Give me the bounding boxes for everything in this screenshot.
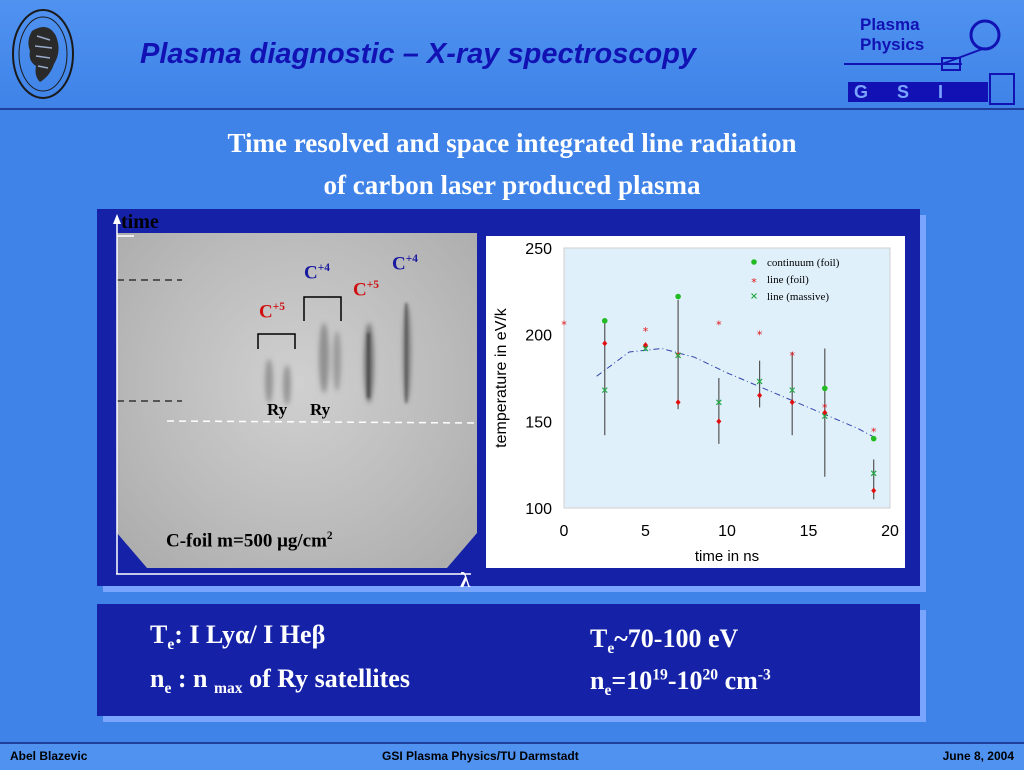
logo-line2: Physics <box>860 35 924 54</box>
data-point-series-2 <box>821 413 828 420</box>
subtitle-line2: of carbon laser produced plasma <box>323 170 701 200</box>
data-point-series-1 <box>789 399 795 406</box>
data-point-series-2 <box>715 399 722 406</box>
label-c5-right: C+5 <box>353 279 379 301</box>
x-tick-label: 10 <box>718 523 736 540</box>
temperature-chart: 250 200 150 100 0 5 10 15 20 time in ns temperatur… <box>493 241 899 565</box>
footer-date: June 8, 2004 <box>942 749 1014 763</box>
data-point-series-1 <box>602 340 608 347</box>
data-point-series-2 <box>601 387 608 394</box>
university-seal-icon <box>12 9 74 99</box>
page-title: Plasma diagnostic – X-ray spectroscopy <box>140 38 697 70</box>
line-foil-star-point: * <box>643 325 649 338</box>
spectrum-image <box>117 233 477 568</box>
footer-author: Abel Blazevic <box>10 749 88 763</box>
data-point-series-2 <box>756 378 763 385</box>
legend-marker <box>751 293 757 299</box>
data-point-series-1 <box>822 409 828 416</box>
data-point-series-1 <box>871 487 877 494</box>
y-tick-label: 200 <box>525 328 552 345</box>
temperature-chart-container: 250 200 150 100 0 5 10 15 20 time in ns temperatur… <box>486 236 905 568</box>
fit-line <box>596 348 874 438</box>
legend-marker <box>751 259 757 265</box>
data-point-series-1 <box>716 418 722 425</box>
y-tick-label: 100 <box>525 501 552 518</box>
x-tick-label: 15 <box>800 523 818 540</box>
label-c5-left: C+5 <box>259 301 285 323</box>
data-point-series-2 <box>642 345 649 352</box>
spectrum-caption: C-foil m=500 μg/cm2 <box>166 530 333 552</box>
footer-institution: GSI Plasma Physics/TU Darmstadt <box>382 749 579 763</box>
footer: Abel Blazevic GSI Plasma Physics/TU Darm… <box>0 742 1024 770</box>
label-c4-left: C+4 <box>304 262 330 284</box>
data-point-series-0 <box>870 435 877 442</box>
label-c4-right: C+4 <box>392 253 418 275</box>
logo-gsi: G S I <box>854 82 955 102</box>
y-tick-label: 250 <box>525 241 552 258</box>
time-axis-arrow <box>113 214 134 574</box>
plot-area <box>563 247 891 509</box>
legend-entry: line (foil) <box>767 274 809 286</box>
logo-line1: Plasma <box>860 15 920 34</box>
y-axis-label: temperature in eV/k <box>493 307 510 448</box>
te-method: Te: I Lyα/ I Heβ <box>150 620 326 654</box>
results-panel <box>97 604 920 716</box>
y-tick-label: 150 <box>525 414 552 431</box>
time-axis-label: time <box>121 211 159 233</box>
data-point-series-1 <box>757 392 763 399</box>
legend-entry: continuum (foil) <box>767 257 840 269</box>
gsi-plasma-physics-logo: Plasma Physics G S I <box>844 15 1015 105</box>
te-value: Te~70-100 eV <box>590 624 739 658</box>
data-point-series-0 <box>822 385 828 392</box>
line-foil-star-point: * <box>757 329 763 342</box>
lambda-axis-line <box>116 573 471 575</box>
line-foil-star-point: * <box>822 401 828 414</box>
header-divider <box>0 108 1024 110</box>
ne-value: ne=1019-1020 cm-3 <box>590 666 771 700</box>
data-point-series-0 <box>601 318 608 324</box>
label-ry-1: Ry <box>267 400 288 419</box>
ne-method: ne : n max of Ry satellites <box>150 664 410 698</box>
data-point-series-1 <box>675 399 681 406</box>
line-foil-star-point: * <box>561 318 567 331</box>
lambda-axis-label: λ <box>460 568 471 592</box>
subtitle-line1: Time resolved and space integrated line … <box>227 128 797 158</box>
line-foil-star-point: * <box>871 426 877 439</box>
x-axis-label: time in ns <box>695 548 759 565</box>
data-point-series-2 <box>789 387 796 394</box>
line-foil-star-point: * <box>716 318 722 331</box>
data-point-series-0 <box>675 293 681 300</box>
data-point-series-2 <box>675 352 682 359</box>
line-foil-star-point: * <box>789 349 795 362</box>
x-tick-label: 20 <box>881 523 899 540</box>
legend-entry: line (massive) <box>767 291 829 303</box>
x-tick-label: 5 <box>641 523 650 540</box>
label-ry-2: Ry <box>310 400 331 419</box>
x-tick-label: 0 <box>560 523 569 540</box>
data-point-series-2 <box>870 470 877 477</box>
legend-marker: * <box>751 276 757 289</box>
